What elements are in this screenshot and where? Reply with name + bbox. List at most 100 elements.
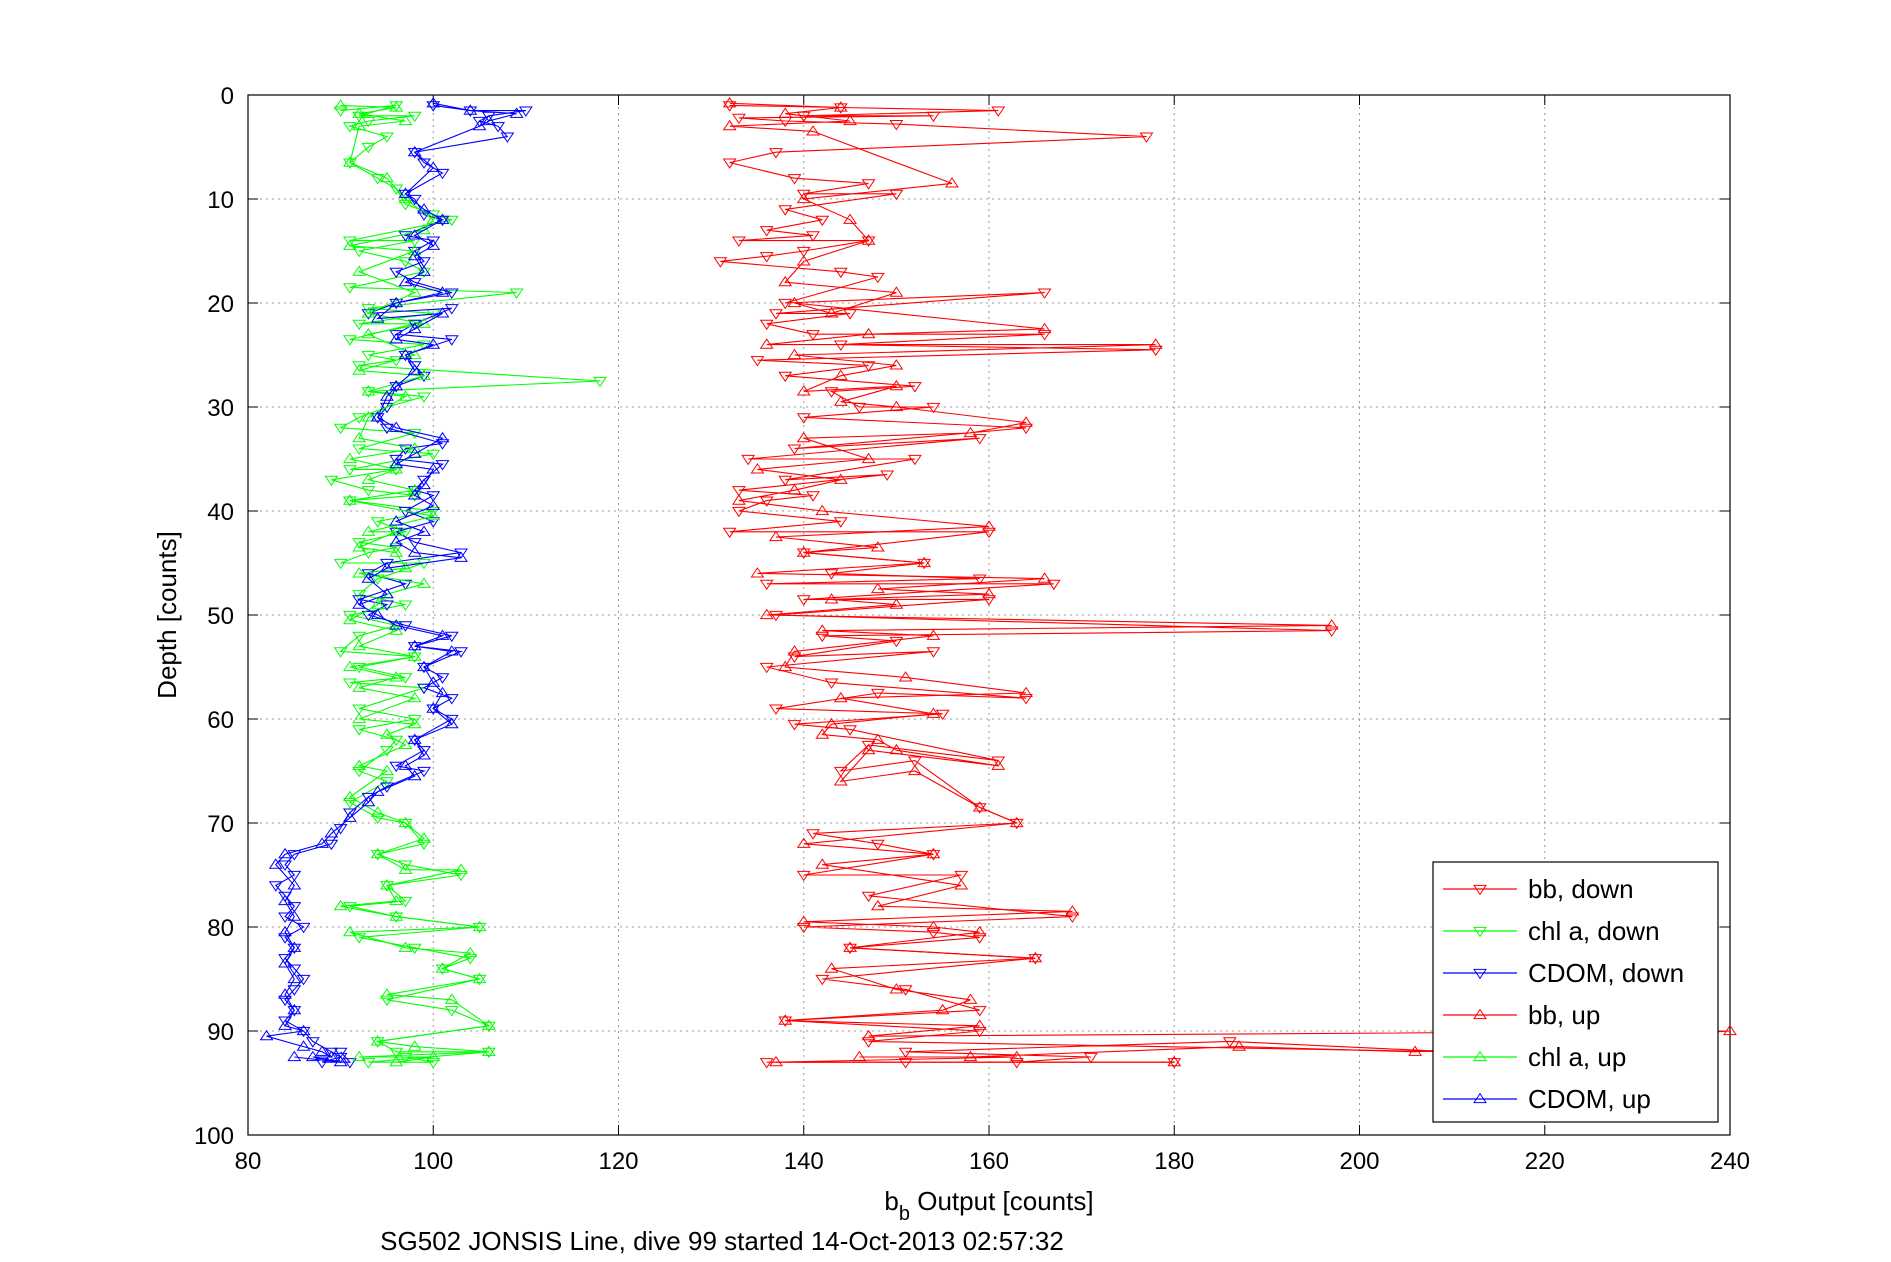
data-point xyxy=(407,733,422,744)
data-point xyxy=(426,338,441,349)
data-point xyxy=(352,766,367,778)
data-point xyxy=(333,423,348,435)
data-point xyxy=(759,252,774,263)
data-point xyxy=(380,995,394,1007)
data-point xyxy=(935,1003,950,1015)
data-point xyxy=(342,465,357,476)
data-point xyxy=(389,382,404,393)
data-point xyxy=(935,709,950,721)
data-point xyxy=(444,645,459,656)
legend-entry: CDOM, up xyxy=(1443,1084,1651,1114)
data-point xyxy=(778,1016,793,1027)
data-point xyxy=(787,444,802,455)
data-point xyxy=(352,590,367,601)
data-point xyxy=(333,99,348,110)
data-point xyxy=(426,210,441,221)
data-point xyxy=(407,229,422,240)
data-point xyxy=(1408,1045,1423,1056)
data-point xyxy=(870,272,885,284)
data-point xyxy=(389,1047,404,1059)
y-tick-label: 70 xyxy=(207,811,234,838)
data-point xyxy=(398,187,413,198)
data-point xyxy=(407,442,422,453)
data-point xyxy=(435,215,450,227)
x-tick-label: 220 xyxy=(1525,1148,1565,1175)
data-point xyxy=(389,463,404,474)
data-point xyxy=(509,107,524,118)
data-point xyxy=(444,215,459,227)
data-point xyxy=(333,1047,348,1059)
data-point xyxy=(333,824,348,835)
data-point xyxy=(426,499,441,510)
data-point xyxy=(750,567,765,578)
data-point xyxy=(380,558,394,570)
data-point xyxy=(342,335,357,346)
data-point xyxy=(778,660,793,672)
data-point xyxy=(333,558,348,570)
legend-entry: bb, up xyxy=(1443,1000,1600,1030)
grid-lines xyxy=(248,95,1730,1135)
data-point xyxy=(898,671,913,682)
data-point xyxy=(417,577,431,588)
data-point xyxy=(389,671,404,682)
data-point xyxy=(287,870,302,882)
data-point xyxy=(796,385,811,396)
data-point xyxy=(861,1037,876,1048)
series-chl-a-up xyxy=(333,99,496,1067)
data-point xyxy=(417,158,431,169)
series-cdom-up xyxy=(259,97,524,1067)
data-point xyxy=(342,790,357,802)
series-line xyxy=(729,102,1731,1063)
data-point xyxy=(305,1050,320,1062)
data-point xyxy=(407,769,422,781)
data-point xyxy=(843,725,857,736)
data-point xyxy=(787,720,802,731)
data-point xyxy=(435,431,450,443)
data-point xyxy=(342,660,357,672)
data-point xyxy=(407,322,422,334)
data-point xyxy=(352,246,367,258)
data-point xyxy=(787,296,802,308)
data-point xyxy=(972,1019,987,1030)
data-point xyxy=(417,369,431,380)
data-point xyxy=(787,645,802,656)
data-point xyxy=(407,278,422,289)
data-point xyxy=(435,286,450,297)
data-point xyxy=(398,673,413,684)
data-point xyxy=(972,574,987,585)
data-point xyxy=(352,413,367,424)
data-point xyxy=(380,587,394,599)
data-point xyxy=(991,759,1006,770)
data-point xyxy=(342,283,357,294)
data-point xyxy=(407,483,422,495)
data-point xyxy=(352,631,367,643)
data-point xyxy=(426,449,441,461)
data-point xyxy=(833,517,848,528)
series-line xyxy=(266,102,517,1063)
data-point xyxy=(278,995,292,1007)
data-point xyxy=(444,304,459,315)
data-point xyxy=(324,475,339,487)
y-axis-ticks: 0 10 20 30 40 50 60 70 80 90 100 xyxy=(194,83,1730,1150)
data-point xyxy=(796,546,811,557)
data-point xyxy=(389,543,404,554)
data-point xyxy=(518,106,533,117)
data-point xyxy=(926,629,941,640)
legend-marker xyxy=(1473,884,1487,896)
data-point xyxy=(861,743,876,755)
data-point xyxy=(463,946,478,958)
data-point xyxy=(778,371,793,383)
data-point xyxy=(444,993,459,1004)
data-point xyxy=(806,231,820,242)
data-point xyxy=(889,743,904,755)
data-point xyxy=(361,307,376,318)
data-point xyxy=(917,558,932,570)
data-point xyxy=(268,881,283,892)
legend-box xyxy=(1432,861,1719,1123)
data-point xyxy=(268,858,283,869)
data-point xyxy=(407,639,422,651)
data-point xyxy=(889,286,904,297)
data-point xyxy=(759,608,774,620)
data-point xyxy=(361,795,376,807)
